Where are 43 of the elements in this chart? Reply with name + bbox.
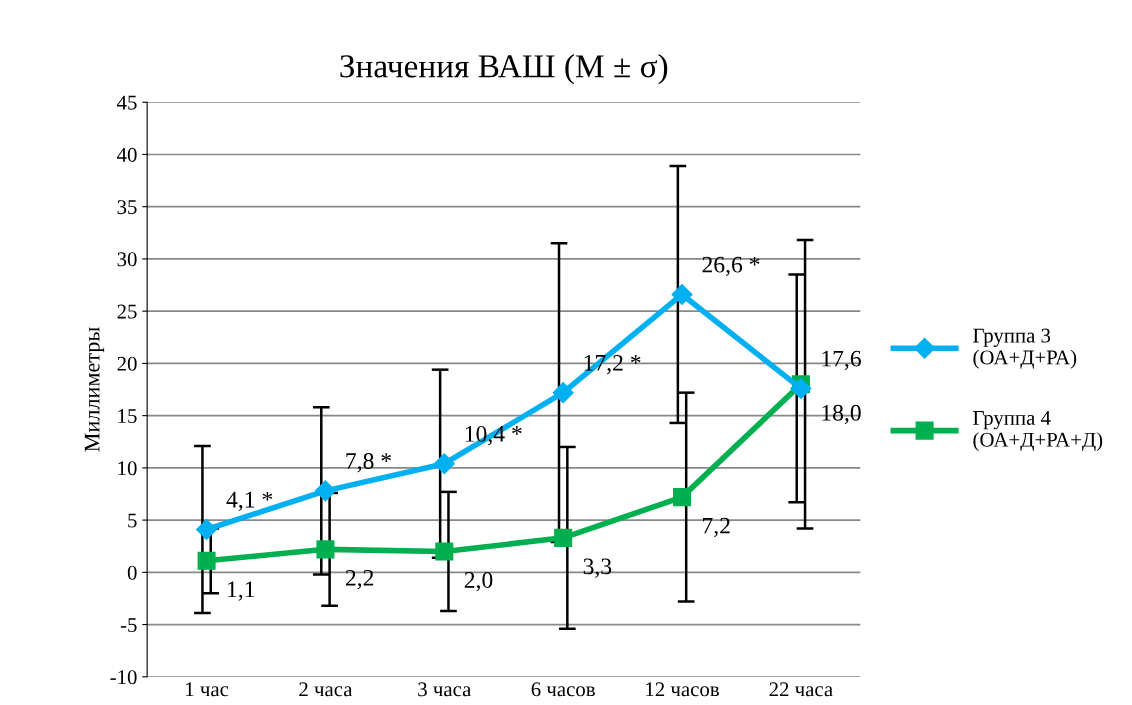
data-label: 7,8 * [346, 453, 391, 473]
y-tick-label: 35 [117, 200, 137, 215]
point [671, 283, 693, 305]
point [790, 377, 812, 399]
x-tick-label: 3 часа [418, 682, 472, 697]
point [196, 518, 218, 541]
data-label: 7,2 [703, 517, 730, 537]
legend-label: Группа 4 (ОА+Д+РА+Д) [973, 411, 1103, 452]
data-label: 2,0 [464, 571, 493, 592]
y-tick-label: 45 [117, 95, 137, 110]
y-tick-label: -5 [120, 618, 137, 632]
y-tick-label: 30 [117, 252, 137, 267]
data-label: 4,1 * [226, 491, 273, 512]
point [314, 480, 336, 502]
x-tick-label: 2 часа [299, 682, 353, 697]
x-tick-label: 1 час [186, 682, 229, 697]
point [435, 542, 454, 561]
chart-title: Значения ВАШ (M ± σ) [340, 54, 668, 85]
y-tick-label: 40 [117, 147, 137, 162]
data-label: 2,2 [345, 569, 374, 590]
y-tick-label: 15 [118, 409, 137, 424]
data-label: 1,1 [228, 581, 255, 601]
x-tick-label: 22 часа [769, 682, 833, 697]
data-label: 3,3 [583, 558, 612, 578]
x-tick-label: 6 часов [531, 682, 595, 697]
x-tick-label: 12 часов [646, 682, 719, 697]
y-tick-label: 25 [117, 304, 137, 319]
point [673, 488, 692, 507]
data-label: 18,0 [822, 404, 861, 425]
y-tick-label: 5 [128, 513, 137, 528]
point [197, 551, 216, 570]
legend-label: Группа 3 (ОА+Д+РА) [973, 328, 1077, 369]
y-tick-label: 10 [118, 461, 137, 476]
point [552, 382, 574, 404]
y-tick-label: -10 [110, 670, 137, 685]
point [433, 453, 455, 475]
y-tick-label: 20 [117, 356, 137, 371]
data-label: 17,6 [822, 350, 861, 370]
data-label: 26,6 * [702, 256, 760, 276]
y-axis-title: Миллиметры [84, 327, 105, 452]
point [554, 528, 573, 547]
point [316, 540, 335, 559]
y-tick-label: 0 [127, 565, 137, 580]
